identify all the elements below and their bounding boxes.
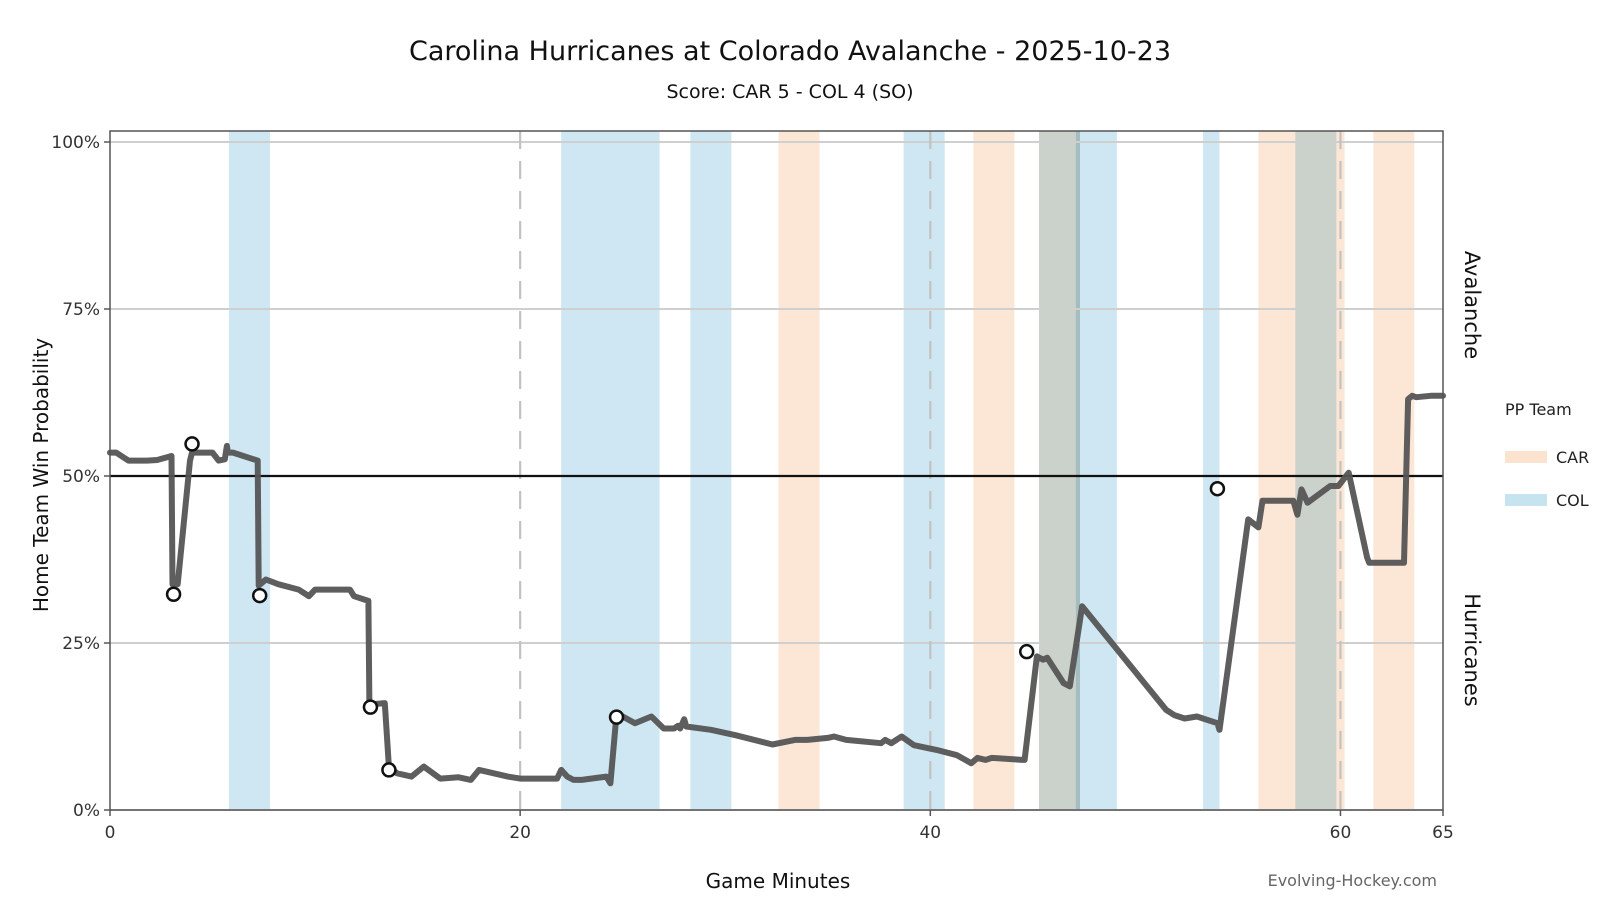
power-play-band-col-1 bbox=[561, 131, 660, 810]
power-play-band-col-0 bbox=[228, 131, 270, 810]
period-divider-lines bbox=[519, 131, 1342, 810]
y-axis-label: Home Team Win Probability bbox=[29, 338, 53, 612]
source-credit: Evolving-Hockey.com bbox=[1268, 871, 1437, 890]
series-line bbox=[107, 392, 1446, 787]
goal-marker-1 bbox=[184, 436, 200, 452]
power-play-band-col-8 bbox=[1075, 131, 1117, 810]
y-tick-label-0: 0% bbox=[73, 801, 100, 821]
y-axis-ticks: 0% 25% 50% 75% 100% bbox=[51, 133, 110, 821]
power-play-band-col-9 bbox=[1203, 131, 1220, 810]
legend-swatch-car bbox=[1505, 451, 1547, 463]
y-tick-label-2: 50% bbox=[62, 467, 100, 487]
power-play-band-col-7 bbox=[1038, 131, 1081, 810]
y-tick-label-4: 100% bbox=[51, 133, 100, 153]
legend: PP Team CAR COL bbox=[1505, 400, 1589, 510]
y-tick-label-1: 25% bbox=[62, 634, 100, 654]
power-play-band-car-3 bbox=[778, 131, 820, 810]
chart-title: Carolina Hurricanes at Colorado Avalanch… bbox=[409, 36, 1171, 67]
power-play-band-col-2 bbox=[690, 131, 732, 810]
x-axis-label: Game Minutes bbox=[706, 869, 851, 893]
power-play-band-car-5 bbox=[973, 131, 1015, 810]
goal-marker-0 bbox=[165, 586, 182, 602]
goal-markers bbox=[165, 436, 1226, 778]
goal-marker-3 bbox=[362, 699, 379, 715]
x-tick-label-2: 40 bbox=[919, 823, 941, 843]
x-tick-label-1: 20 bbox=[509, 823, 531, 843]
legend-swatch-col bbox=[1505, 494, 1547, 506]
power-play-bands bbox=[228, 131, 1415, 810]
legend-title: PP Team bbox=[1505, 400, 1572, 419]
legend-label-car: CAR bbox=[1556, 448, 1589, 467]
x-tick-label-3: 60 bbox=[1330, 823, 1352, 843]
power-play-band-col-4 bbox=[903, 131, 945, 810]
legend-entries: CAR COL bbox=[1505, 448, 1589, 510]
y-tick-label-3: 75% bbox=[62, 300, 100, 320]
win-probability-line bbox=[107, 392, 1446, 787]
plot-border bbox=[109, 130, 1444, 811]
plot-frame bbox=[109, 130, 1444, 811]
x-tick-label-4: 65 bbox=[1432, 823, 1454, 843]
goal-marker-5 bbox=[608, 709, 625, 725]
side-label-home: Avalanche bbox=[1460, 251, 1484, 359]
goal-marker-7 bbox=[1209, 480, 1226, 497]
chart-subtitle: Score: CAR 5 - COL 4 (SO) bbox=[667, 81, 914, 103]
legend-label-col: COL bbox=[1556, 491, 1589, 510]
x-tick-label-0: 0 bbox=[105, 823, 116, 843]
power-play-band-col-11 bbox=[1295, 131, 1337, 810]
goal-marker-2 bbox=[251, 587, 268, 604]
goal-marker-6 bbox=[1018, 643, 1035, 660]
x-axis-ticks: 0 20 40 60 65 bbox=[105, 810, 1454, 843]
side-label-away: Hurricanes bbox=[1460, 593, 1484, 706]
goal-marker-4 bbox=[381, 762, 397, 778]
